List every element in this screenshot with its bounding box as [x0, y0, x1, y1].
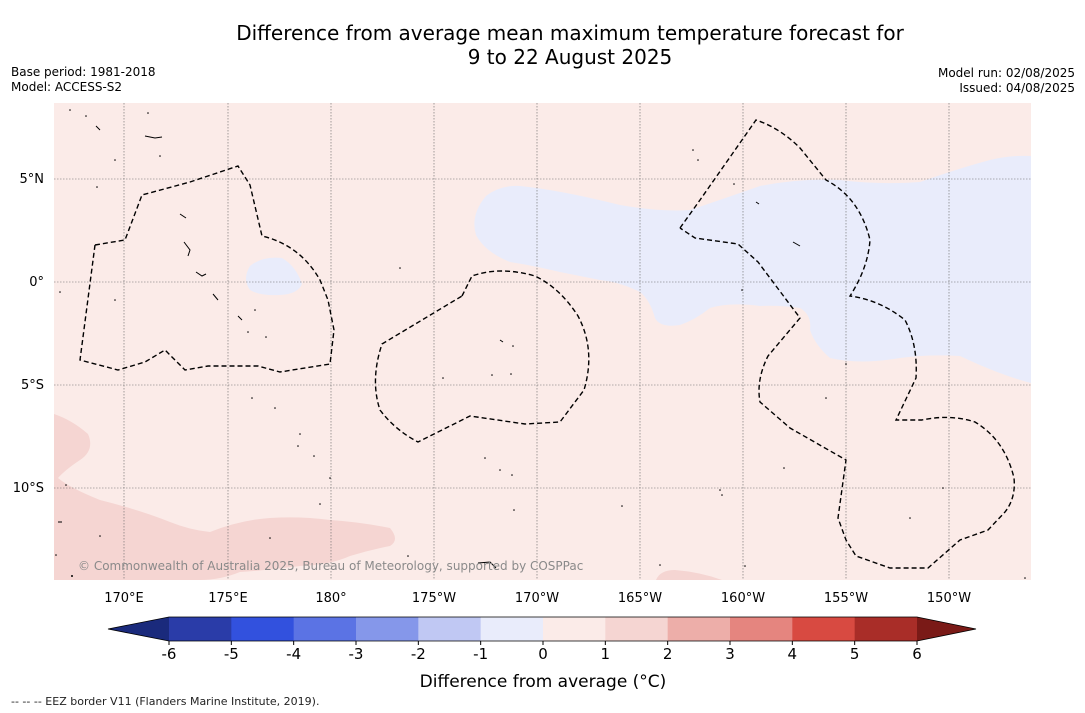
colorbar-tick-label: -5 — [224, 645, 239, 663]
colorbar-swatch — [293, 617, 357, 641]
colorbar-swatches — [169, 617, 918, 641]
colorbar-over-arrow — [917, 617, 976, 641]
warm-anomaly-region-south — [656, 570, 722, 580]
map-layers: © Commonwealth of Australia 2025, Bureau… — [54, 103, 1031, 580]
colorbar-swatch — [231, 617, 295, 641]
island-dots — [55, 109, 1026, 579]
colorbar-swatch — [169, 617, 232, 641]
colorbar-tick-label: 4 — [788, 645, 798, 663]
lon-label-180: 180° — [315, 591, 346, 606]
island-outlines — [58, 125, 801, 569]
colorbar-ticks: -6 -5 -4 -3 -2 -1 0 1 2 3 4 5 6 — [162, 641, 922, 663]
colorbar-swatch — [480, 617, 544, 641]
warm-anomaly-region-southwest — [54, 414, 395, 580]
colorbar: -6 -5 -4 -3 -2 -1 0 1 2 3 4 5 6 Difference from aver… — [107, 616, 977, 692]
model-info: Base period: 1981-2018 Model: ACCESS-S2 — [11, 65, 156, 95]
colorbar-tick-label: 3 — [725, 645, 735, 663]
lat-label-0: 0° — [29, 275, 44, 290]
colorbar-swatch — [356, 617, 419, 641]
page-title: Difference from average mean maximum tem… — [0, 21, 1085, 69]
colorbar-tick-label: -1 — [473, 645, 488, 663]
lon-label-160w: 160°W — [721, 591, 765, 606]
colorbar-swatch — [730, 617, 793, 641]
longitude-labels: 170°E 175°E 180° 175°W 170°W 165°W 160°W… — [104, 591, 971, 606]
model-name: Model: ACCESS-S2 — [11, 80, 123, 94]
graticule — [54, 103, 1031, 580]
latitude-labels: 5°N 0° 5°S 10°S — [13, 172, 44, 496]
colorbar-swatch — [854, 617, 918, 641]
lon-label-150w: 150°W — [927, 591, 971, 606]
eez-legend: -- -- -- EEZ border V11 (Flanders Marine… — [11, 695, 320, 708]
eez-borders — [79, 119, 1015, 569]
colorbar-tick-label: 1 — [601, 645, 611, 663]
base-period: Base period: 1981-2018 — [11, 65, 156, 79]
cool-anomaly-region-west — [246, 257, 302, 296]
lon-label-170w: 170°W — [515, 591, 559, 606]
colorbar-swatch — [667, 617, 731, 641]
copyright-notice: © Commonwealth of Australia 2025, Bureau… — [78, 559, 583, 573]
eez-border-line-islands — [679, 119, 1015, 569]
lon-label-175e: 175°E — [208, 591, 248, 606]
lon-label-165w: 165°W — [618, 591, 662, 606]
colorbar-tick-label: -4 — [286, 645, 301, 663]
model-run-date: Model run: 02/08/2025 — [937, 66, 1075, 80]
colorbar-swatch — [792, 617, 856, 641]
colorbar-tick-label: 5 — [850, 645, 860, 663]
title-line-1: Difference from average mean maximum tem… — [236, 21, 904, 45]
eez-border-phoenix — [374, 270, 590, 443]
colorbar-swatch — [543, 617, 606, 641]
colorbar-title: Difference from average (°C) — [420, 672, 667, 692]
colorbar-tick-label: 6 — [912, 645, 922, 663]
colorbar-under-arrow — [108, 617, 169, 641]
lat-label-10s: 10°S — [13, 481, 44, 496]
colorbar-swatch — [418, 617, 482, 641]
lon-label-175w: 175°W — [412, 591, 456, 606]
run-info: Model run: 02/08/2025 Issued: 04/08/2025 — [938, 66, 1075, 96]
lat-label-5s: 5°S — [21, 378, 44, 393]
lat-label-5n: 5°N — [20, 172, 45, 187]
lon-label-170e: 170°E — [104, 591, 144, 606]
colorbar-swatch — [605, 617, 669, 641]
colorbar-tick-label: 2 — [663, 645, 673, 663]
colorbar-tick-label: 0 — [538, 645, 548, 663]
lon-label-155w: 155°W — [824, 591, 868, 606]
colorbar-outline — [107, 616, 977, 642]
issued-date: Issued: 04/08/2025 — [959, 81, 1075, 95]
title-line-2: 9 to 22 August 2025 — [467, 45, 673, 69]
colorbar-tick-label: -2 — [411, 645, 426, 663]
eez-border-kiribati-gilbert — [79, 165, 335, 373]
colorbar-tick-label: -3 — [349, 645, 364, 663]
colorbar-tick-label: -6 — [162, 645, 177, 663]
cool-anomaly-region-equatorial — [474, 155, 1031, 383]
